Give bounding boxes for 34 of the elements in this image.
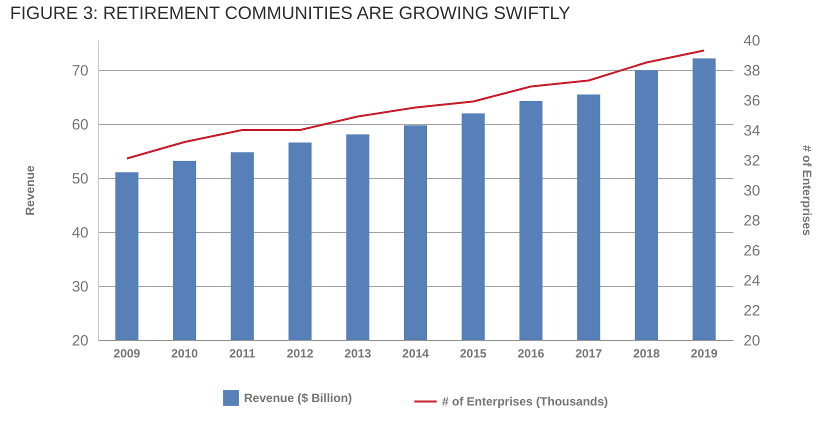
x-tick-label: 2009 <box>114 346 141 360</box>
y2-tick-label: 36 <box>744 92 760 110</box>
x-tick-label: 2017 <box>575 346 602 360</box>
y2-tick-label: 28 <box>744 212 760 230</box>
y-tick-label: 60 <box>72 116 88 134</box>
y2-tick-label: 32 <box>744 152 760 170</box>
x-tick-label: 2018 <box>633 346 660 360</box>
y-tick-label: 40 <box>72 224 88 242</box>
y2-tick-label: 22 <box>744 302 760 320</box>
y2-tick-label: 34 <box>744 122 760 140</box>
y2-tick-label: 40 <box>744 32 760 50</box>
y2-tick-label: 20 <box>744 332 760 350</box>
y-tick-label: 30 <box>72 278 88 296</box>
line-series <box>126 50 706 160</box>
x-tick-label: 2016 <box>518 346 545 360</box>
x-tick-label: 2010 <box>171 346 198 360</box>
chart-title: FIGURE 3: RETIREMENT COMMUNITIES ARE GROWING SWIFTLY <box>10 3 570 23</box>
x-tick-label: 2012 <box>286 346 314 360</box>
x-tick-label: 2013 <box>344 346 372 360</box>
x-tick-label: 2011 <box>229 346 256 360</box>
y2-tick-label: 38 <box>744 62 760 80</box>
y-tick-label: 50 <box>72 170 88 188</box>
y2-tick-label: 26 <box>744 242 760 260</box>
x-tick-label: 2014 <box>402 346 430 360</box>
legend-label: Revenue ($ Billion) <box>244 391 352 405</box>
y-tick-label: 70 <box>72 62 88 80</box>
legend-label: # of Enterprises (Thousands) <box>442 394 608 408</box>
x-tick-label: 2015 <box>460 346 487 360</box>
y2-tick-label: 30 <box>744 182 760 200</box>
y2-axis-title: # of Enterprises <box>800 145 814 236</box>
x-tick-label: 2019 <box>690 346 718 360</box>
y2-tick-label: 24 <box>744 272 760 290</box>
y-axis-title: Revenue <box>22 165 37 216</box>
y-tick-label: 20 <box>72 332 88 350</box>
